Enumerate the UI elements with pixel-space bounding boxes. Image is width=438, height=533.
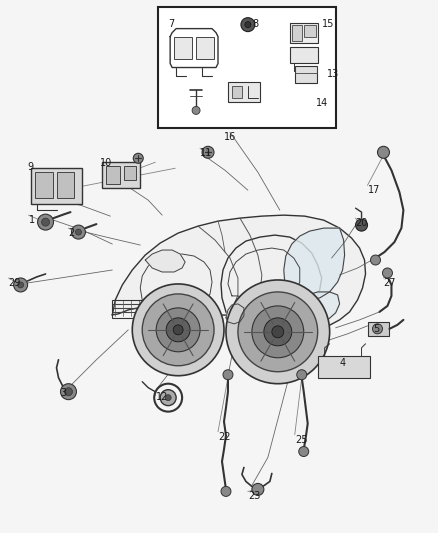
Circle shape xyxy=(299,447,309,456)
Bar xyxy=(106,166,120,184)
Circle shape xyxy=(75,229,81,235)
Text: 10: 10 xyxy=(100,158,113,168)
Bar xyxy=(367,322,389,336)
Circle shape xyxy=(18,282,24,288)
Circle shape xyxy=(272,326,284,338)
Bar xyxy=(57,172,74,198)
Circle shape xyxy=(372,324,382,334)
Polygon shape xyxy=(145,250,185,272)
Polygon shape xyxy=(112,215,366,340)
Bar xyxy=(112,300,145,318)
Circle shape xyxy=(14,278,28,292)
Bar xyxy=(158,7,336,128)
Bar xyxy=(304,25,316,37)
Text: 27: 27 xyxy=(384,278,396,288)
Bar xyxy=(174,37,192,59)
Polygon shape xyxy=(284,228,345,300)
Circle shape xyxy=(42,218,49,226)
Bar xyxy=(232,86,242,99)
Text: 14: 14 xyxy=(316,99,328,108)
Text: 23: 23 xyxy=(248,491,260,502)
Text: 4: 4 xyxy=(339,358,346,368)
Bar xyxy=(318,356,370,378)
Circle shape xyxy=(378,147,389,158)
Bar xyxy=(124,166,136,180)
Circle shape xyxy=(223,370,233,379)
Circle shape xyxy=(241,18,255,31)
Bar xyxy=(292,25,302,41)
Text: 17: 17 xyxy=(367,185,380,195)
Circle shape xyxy=(252,306,304,358)
Bar xyxy=(31,168,82,204)
Circle shape xyxy=(165,394,171,401)
Circle shape xyxy=(202,147,214,158)
Circle shape xyxy=(382,268,392,278)
Bar xyxy=(35,172,53,198)
Text: 8: 8 xyxy=(252,19,258,29)
Circle shape xyxy=(245,22,251,28)
Text: 3: 3 xyxy=(60,387,67,398)
Circle shape xyxy=(252,483,264,495)
Bar xyxy=(290,46,318,62)
Text: 15: 15 xyxy=(321,19,334,29)
Text: 16: 16 xyxy=(224,132,236,142)
Text: 7: 7 xyxy=(168,19,174,29)
Circle shape xyxy=(133,154,143,163)
Circle shape xyxy=(156,308,200,352)
Circle shape xyxy=(166,318,190,342)
Circle shape xyxy=(160,390,176,406)
Circle shape xyxy=(264,318,292,346)
Bar xyxy=(290,22,318,43)
Text: 20: 20 xyxy=(356,218,368,228)
Polygon shape xyxy=(226,304,244,324)
Circle shape xyxy=(173,325,183,335)
Circle shape xyxy=(38,214,53,230)
Text: 13: 13 xyxy=(327,69,339,78)
Text: 12: 12 xyxy=(156,392,169,402)
Text: 11: 11 xyxy=(200,148,212,158)
Text: 25: 25 xyxy=(295,434,307,445)
Circle shape xyxy=(371,255,381,265)
Circle shape xyxy=(226,280,330,384)
Bar xyxy=(102,162,140,188)
Circle shape xyxy=(238,292,318,372)
Circle shape xyxy=(221,487,231,496)
Circle shape xyxy=(132,284,224,376)
Text: 9: 9 xyxy=(28,162,34,172)
Text: 2: 2 xyxy=(68,228,75,238)
Bar xyxy=(196,37,214,59)
Text: 5: 5 xyxy=(374,324,380,334)
Text: 22: 22 xyxy=(218,432,230,441)
Circle shape xyxy=(192,107,200,115)
Text: 1: 1 xyxy=(28,215,35,225)
Circle shape xyxy=(71,225,85,239)
Circle shape xyxy=(142,294,214,366)
Polygon shape xyxy=(295,292,339,323)
Circle shape xyxy=(60,384,77,400)
Bar xyxy=(228,83,260,102)
Circle shape xyxy=(64,387,72,395)
Bar xyxy=(295,66,317,84)
Text: 29: 29 xyxy=(9,278,21,288)
Circle shape xyxy=(356,219,367,231)
Circle shape xyxy=(297,370,307,379)
